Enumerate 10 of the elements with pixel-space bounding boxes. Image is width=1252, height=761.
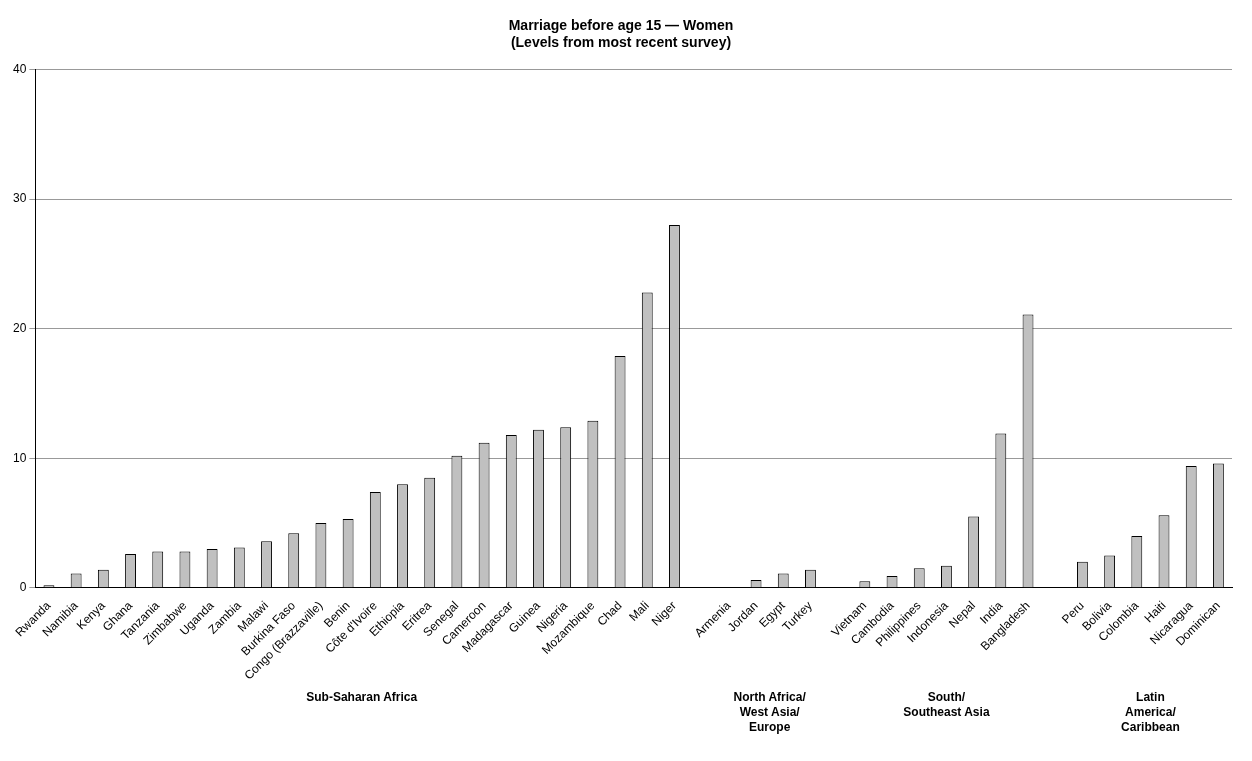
y-tick-label: 20 — [12, 321, 27, 335]
text: South/ Southeast Asia — [903, 690, 990, 720]
y-tick-label: 30 — [12, 191, 27, 206]
text: Sub-Saharan Africa — [306, 690, 418, 705]
y-tick-label: 40 — [12, 61, 27, 76]
y-tick-label: 0 — [19, 580, 27, 595]
chart-title: Marriage before age 15 — Women (Levels from most recent survey) — [508, 17, 734, 51]
y-tick-label: 10 — [12, 450, 27, 465]
text: Latin America/ Caribbean — [1121, 690, 1180, 735]
text: North Africa/ West Asia/ Europe — [733, 690, 807, 735]
